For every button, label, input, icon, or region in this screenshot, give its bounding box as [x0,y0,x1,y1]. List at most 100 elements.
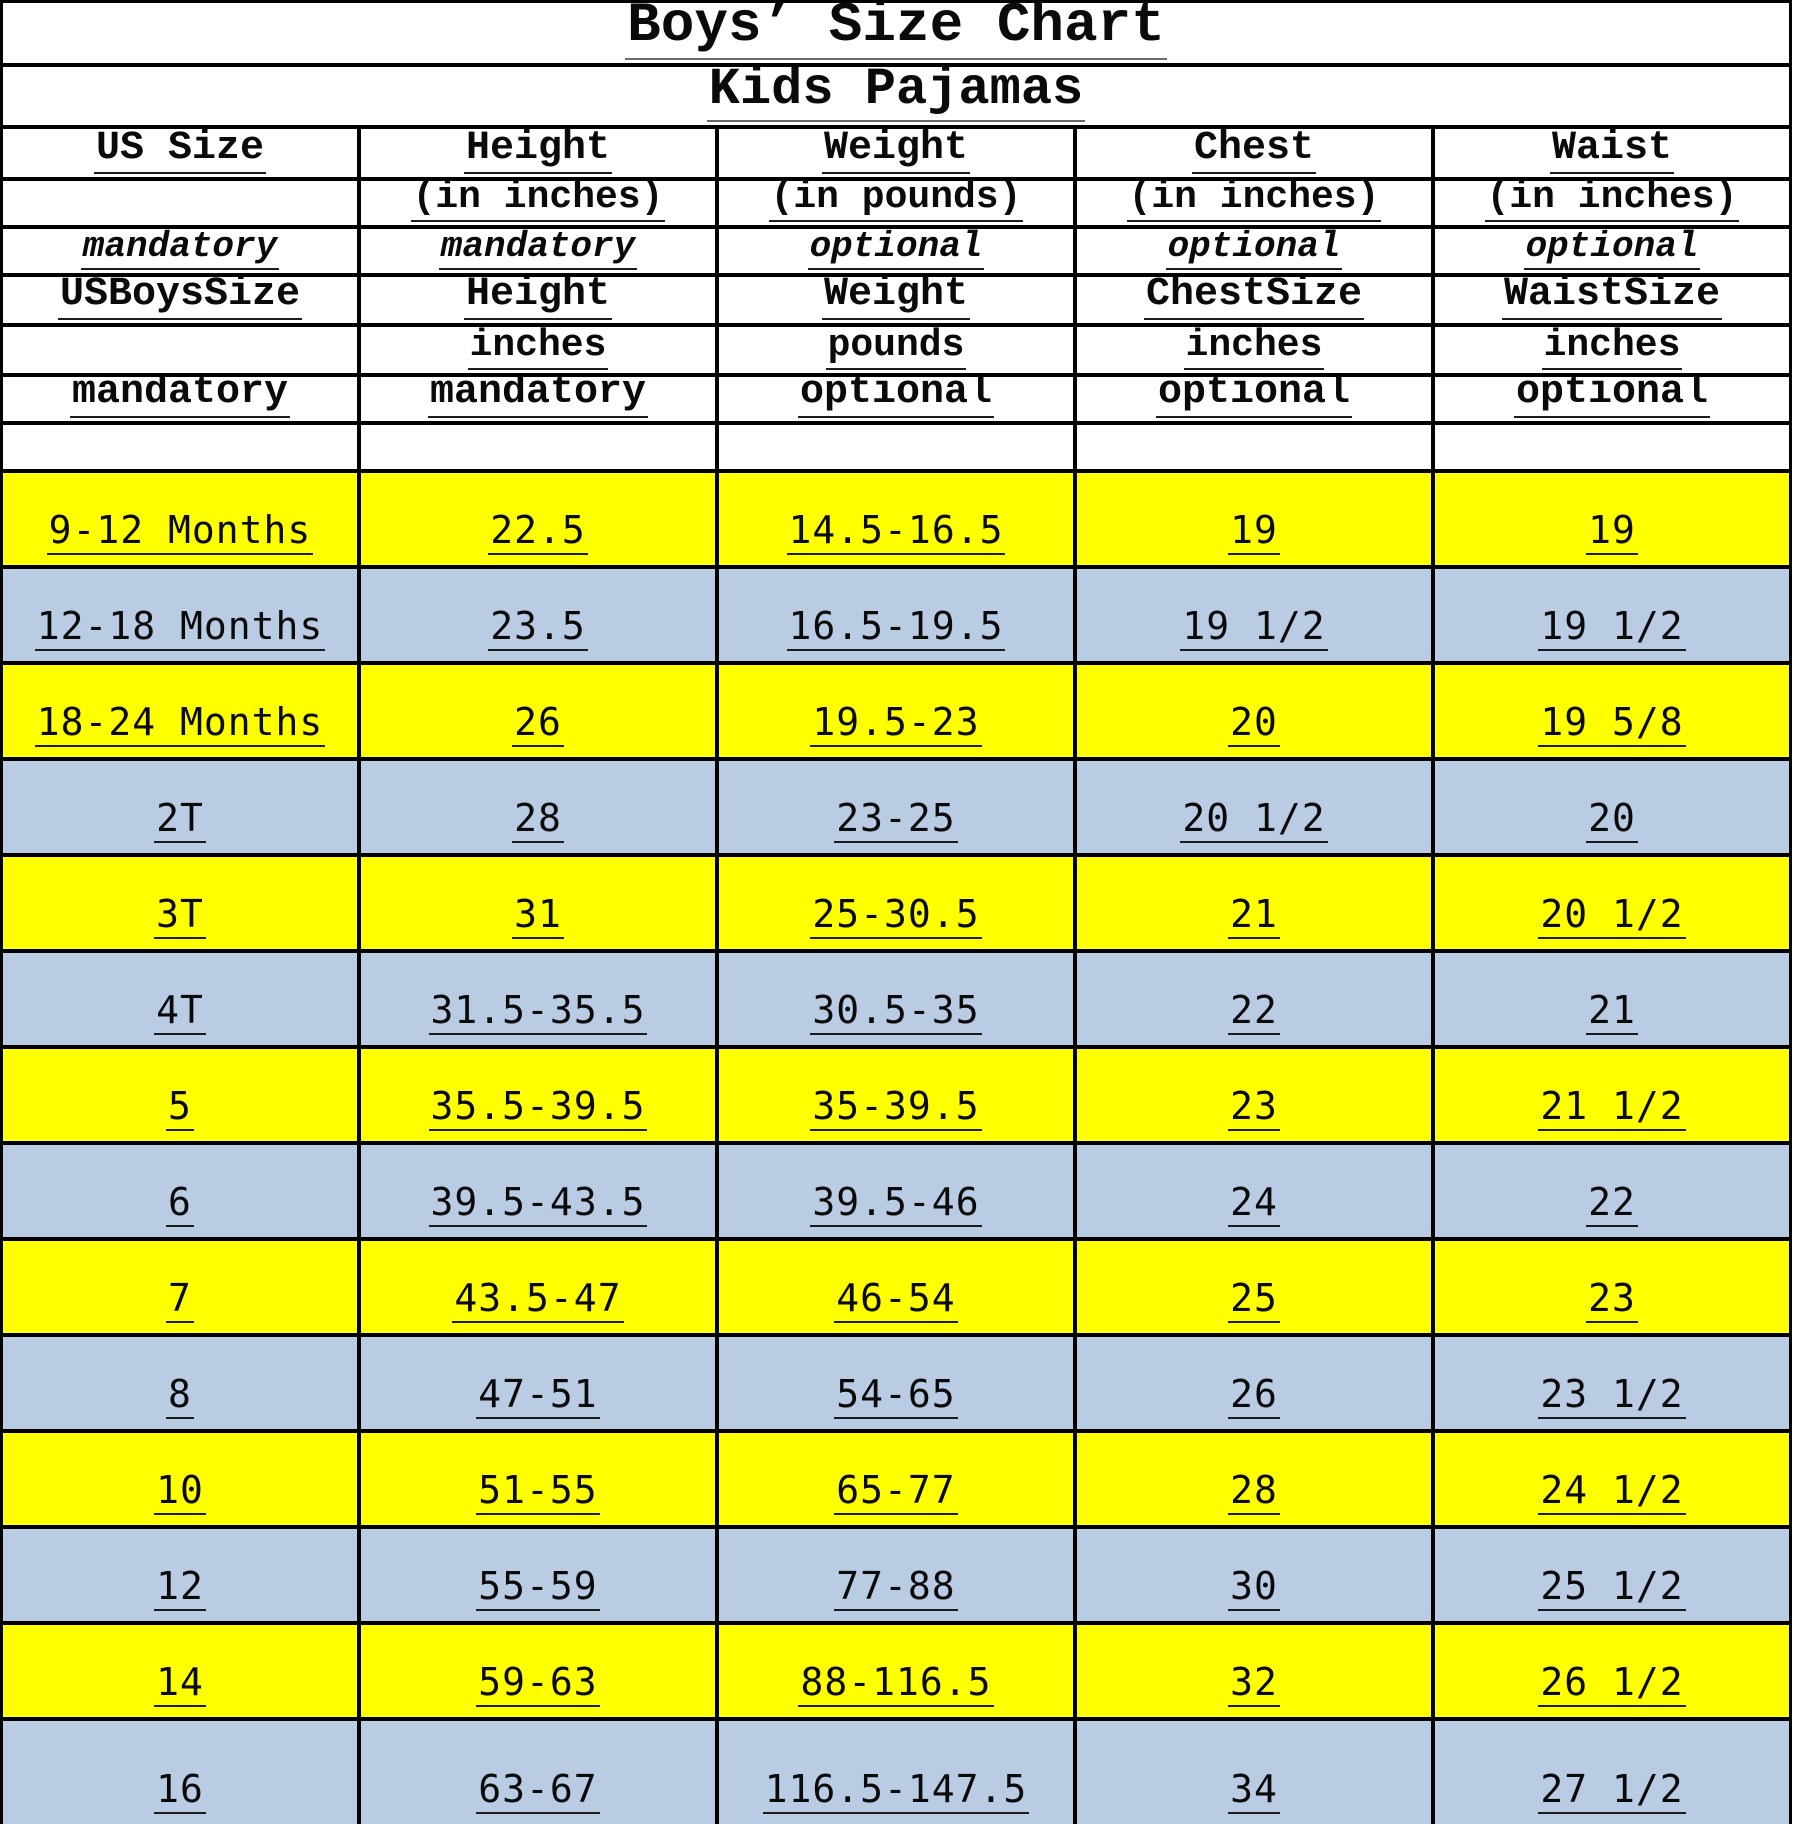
header-cell [719,425,1073,469]
value-cell: 14.5-16.5 [719,473,1073,565]
value-cell: 24 [1077,1145,1431,1237]
size-cell-text: 9-12 Months [46,508,314,555]
value-cell: 24 1/2 [1435,1433,1789,1525]
header-cell-text: ChestSize [1143,277,1365,320]
header-cell: mandatory [361,229,715,273]
value-cell: 19 [1435,473,1789,565]
size-cell: 8 [3,1337,357,1429]
header-cell [3,181,357,225]
value-cell: 23 1/2 [1435,1337,1789,1429]
value-cell-text: 39.5-43.5 [428,1180,648,1227]
value-cell-text: 63-67 [476,1767,600,1814]
value-cell: 20 1/2 [1077,761,1431,853]
header-cell-text: Weight [821,129,971,174]
value-cell-text: 31.5-35.5 [428,988,648,1035]
page-subtitle: Kids Pajamas [706,67,1086,122]
header-cell-text: Waist [1549,129,1675,174]
size-cell-text: 4T [154,988,206,1035]
value-cell: 21 [1435,953,1789,1045]
value-cell: 25 1/2 [1435,1529,1789,1621]
value-cell-text: 28 [1228,1468,1280,1515]
size-cell: 3T [3,857,357,949]
value-cell: 19 1/2 [1435,569,1789,661]
value-cell-text: 19 1/2 [1538,604,1686,651]
value-cell: 19 [1077,473,1431,565]
value-cell: 88-116.5 [719,1625,1073,1717]
header-cell: Weight [719,277,1073,323]
value-cell: 25-30.5 [719,857,1073,949]
size-cell-text: 12-18 Months [34,604,326,651]
header-cell-text: (in inches) [410,181,666,222]
size-cell: 10 [3,1433,357,1525]
value-cell-text: 88-116.5 [798,1660,994,1707]
header-cell: Height [361,129,715,177]
value-cell-text: 51-55 [476,1468,600,1515]
value-cell-text: 43.5-47 [452,1276,624,1323]
size-cell: 6 [3,1145,357,1237]
header-cell: optional [1435,377,1789,421]
header-cell [1435,425,1789,469]
value-cell: 22.5 [361,473,715,565]
size-cell-text: 10 [154,1468,206,1515]
header-cell [3,425,357,469]
value-cell: 47-51 [361,1337,715,1429]
header-cell-text: mandatory [438,229,638,270]
size-cell: 7 [3,1241,357,1333]
value-cell-text: 46-54 [834,1276,958,1323]
header-cell-text: mandatory [80,229,280,270]
value-cell-text: 39.5-46 [810,1180,982,1227]
size-cell-text: 6 [166,1180,194,1227]
header-cell: (in pounds) [719,181,1073,225]
value-cell: 39.5-46 [719,1145,1073,1237]
header-cell: (in inches) [1077,181,1431,225]
value-cell: 63-67 [361,1721,715,1824]
page-title: Boys’ Size Chart [625,3,1167,60]
header-cell: optional [719,229,1073,273]
value-cell: 20 1/2 [1435,857,1789,949]
header-cell-text: inches [467,327,609,370]
value-cell-text: 21 [1586,988,1638,1035]
value-cell: 19 5/8 [1435,665,1789,757]
value-cell-text: 23 [1586,1276,1638,1323]
value-cell: 65-77 [719,1433,1073,1525]
header-cell-text: WaistSize [1501,277,1723,320]
value-cell-text: 30.5-35 [810,988,982,1035]
header-cell [3,327,357,373]
header-cell-text: Weight [821,277,971,320]
value-cell: 22 [1077,953,1431,1045]
header-cell-text: inches [1541,327,1683,370]
header-cell-text: USBoysSize [57,277,303,320]
value-cell-text: 19 [1228,508,1280,555]
value-cell: 23 [1435,1241,1789,1333]
header-cell: inches [1077,327,1431,373]
value-cell: 54-65 [719,1337,1073,1429]
header-cell: optional [719,377,1073,421]
value-cell: 59-63 [361,1625,715,1717]
value-cell-text: 20 1/2 [1180,796,1328,843]
value-cell: 43.5-47 [361,1241,715,1333]
value-cell: 46-54 [719,1241,1073,1333]
header-cell: inches [361,327,715,373]
value-cell-text: 26 [1228,1372,1280,1419]
size-cell-text: 14 [154,1660,206,1707]
size-cell: 2T [3,761,357,853]
value-cell: 55-59 [361,1529,715,1621]
header-cell: USBoysSize [3,277,357,323]
value-cell: 35.5-39.5 [361,1049,715,1141]
value-cell-text: 25 1/2 [1538,1564,1686,1611]
value-cell: 21 [1077,857,1431,949]
value-cell-text: 54-65 [834,1372,958,1419]
value-cell-text: 23.5 [488,604,588,651]
value-cell: 28 [361,761,715,853]
header-cell-text: Chest [1191,129,1317,174]
value-cell-text: 23 1/2 [1538,1372,1686,1419]
value-cell-text: 19 1/2 [1180,604,1328,651]
size-cell: 12 [3,1529,357,1621]
value-cell-text: 32 [1228,1660,1280,1707]
value-cell: 23.5 [361,569,715,661]
header-cell: Chest [1077,129,1431,177]
value-cell-text: 22 [1228,988,1280,1035]
value-cell-text: 65-77 [834,1468,958,1515]
value-cell-text: 25-30.5 [810,892,982,939]
